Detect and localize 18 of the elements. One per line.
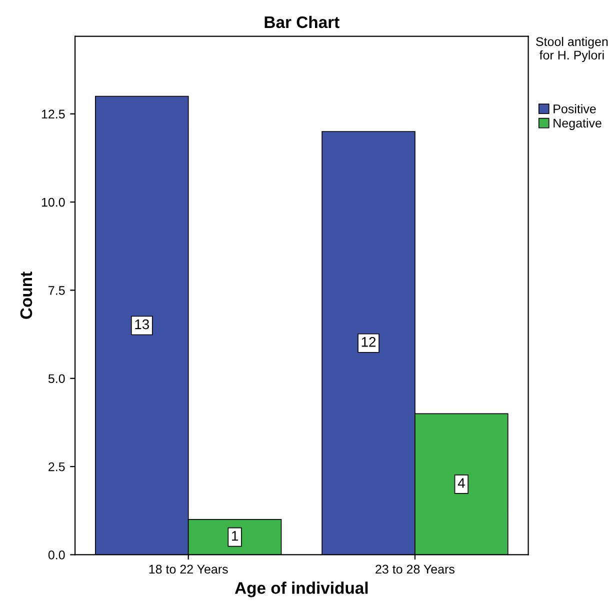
legend-label: Negative: [554, 118, 602, 130]
x-tick-label: 18 to 22 Years: [149, 564, 228, 574]
legend-label: Positive: [554, 104, 596, 114]
x-tick-label: 23 to 28 Years: [376, 564, 454, 574]
y-tick-label: 2.5: [48, 462, 65, 472]
data-label: 1: [232, 531, 238, 541]
x-axis-title: Age of individual: [234, 582, 368, 598]
legend-title: Stool antigen for H. Pylori: [536, 36, 608, 62]
data-label: 13: [135, 319, 149, 330]
y-tick-label: 7.5: [48, 286, 65, 295]
y-tick-label: 5.0: [48, 374, 65, 384]
data-label: 12: [362, 337, 376, 347]
y-tick-label: 10.0: [42, 198, 65, 207]
y-axis-title: Count: [20, 272, 32, 319]
data-label: 4: [458, 478, 465, 488]
chart-title: Bar Chart: [264, 16, 340, 28]
y-tick-label: 0.0: [48, 550, 65, 560]
y-tick-label: 12.5: [42, 110, 65, 119]
